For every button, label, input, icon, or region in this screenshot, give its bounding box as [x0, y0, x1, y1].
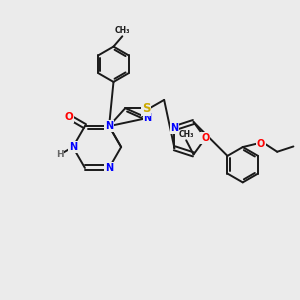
Text: CH₃: CH₃ — [115, 26, 130, 35]
Text: O: O — [65, 112, 74, 122]
Text: N: N — [69, 142, 77, 152]
Text: O: O — [257, 139, 265, 148]
Text: N: N — [143, 113, 152, 123]
Text: O: O — [201, 133, 209, 143]
Text: N: N — [170, 123, 178, 133]
Text: N: N — [105, 163, 113, 173]
Text: H: H — [56, 150, 63, 159]
Text: N: N — [105, 121, 113, 131]
Text: S: S — [142, 102, 150, 115]
Text: CH₃: CH₃ — [178, 130, 194, 139]
